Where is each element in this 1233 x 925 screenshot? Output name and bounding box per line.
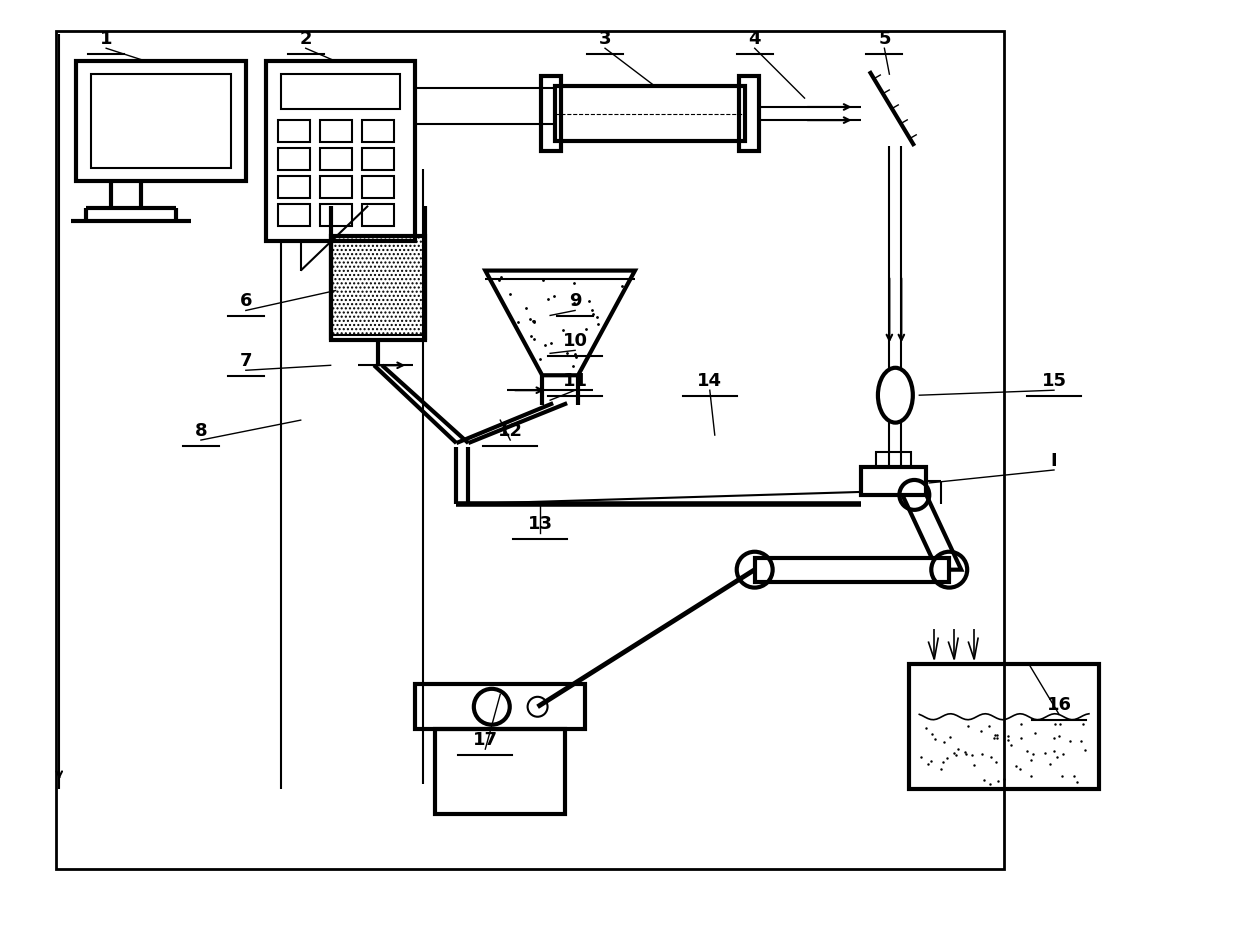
Bar [319, 148, 351, 170]
Bar [319, 176, 351, 198]
Text: 10: 10 [562, 332, 588, 351]
Bar [361, 120, 393, 142]
Bar [277, 148, 309, 170]
Polygon shape [755, 558, 949, 582]
Text: 17: 17 [472, 731, 498, 749]
Text: 1: 1 [100, 31, 112, 48]
Text: 12: 12 [498, 422, 523, 440]
Text: 8: 8 [195, 422, 207, 440]
Bar [91, 74, 231, 167]
Text: 6: 6 [239, 292, 252, 311]
Bar [330, 236, 425, 336]
Text: 4: 4 [748, 31, 761, 48]
Bar [555, 86, 745, 141]
Bar [862, 467, 926, 495]
Text: 13: 13 [528, 515, 552, 533]
Text: 9: 9 [568, 292, 581, 311]
Text: 11: 11 [562, 372, 588, 390]
Bar [361, 204, 393, 226]
Bar [277, 204, 309, 226]
Bar [266, 61, 416, 241]
Text: I: I [1051, 452, 1058, 470]
Bar [541, 76, 561, 151]
Polygon shape [903, 495, 962, 570]
Text: 14: 14 [698, 372, 723, 390]
Text: 16: 16 [1047, 697, 1071, 714]
Bar [319, 120, 351, 142]
Ellipse shape [878, 368, 912, 423]
Bar [435, 729, 565, 814]
Bar [330, 236, 425, 340]
Bar [877, 452, 911, 467]
Bar [416, 684, 586, 729]
Bar [361, 176, 393, 198]
Bar [277, 176, 309, 198]
Bar [319, 204, 351, 226]
Bar [361, 148, 393, 170]
Text: 2: 2 [300, 31, 312, 48]
Bar [910, 664, 1099, 789]
Bar [76, 61, 245, 181]
Text: 7: 7 [239, 352, 252, 370]
Bar [277, 120, 309, 142]
Bar [739, 76, 758, 151]
Text: 15: 15 [1042, 372, 1067, 390]
Text: 3: 3 [599, 31, 612, 48]
Text: 5: 5 [878, 31, 890, 48]
Bar [57, 31, 1004, 869]
Bar [281, 74, 401, 109]
